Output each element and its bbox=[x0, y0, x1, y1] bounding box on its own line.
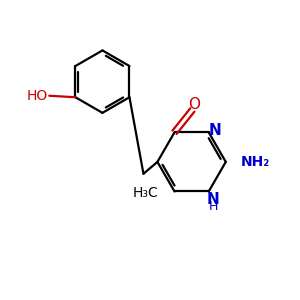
Text: O: O bbox=[188, 97, 200, 112]
Text: HO: HO bbox=[26, 89, 48, 103]
Text: N: N bbox=[207, 192, 220, 207]
Text: H: H bbox=[208, 200, 218, 213]
Text: H₃C: H₃C bbox=[132, 186, 158, 200]
Text: N: N bbox=[209, 123, 222, 138]
Text: NH₂: NH₂ bbox=[241, 155, 271, 169]
